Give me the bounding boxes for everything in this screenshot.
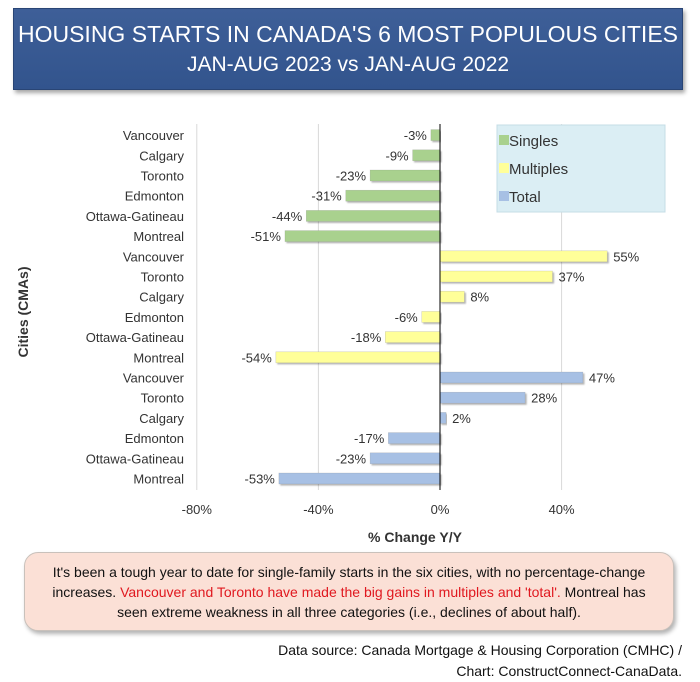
category-label: Toronto [141,169,184,184]
bar [385,331,441,343]
category-label: Edmonton [125,431,184,446]
data-label: -6% [395,310,419,325]
category-label: Montreal [133,472,184,487]
data-label: 2% [452,411,471,426]
category-label: Montreal [133,350,184,365]
bar [388,432,441,444]
x-tick-label: 0% [431,502,450,517]
bar [439,391,526,404]
data-label: -53% [245,472,276,487]
bar [439,250,608,263]
commentary-text-end: Montreal has seen extreme weakness in al… [117,584,646,620]
data-label: -9% [386,148,410,163]
bar [421,311,441,323]
category-label: Vancouver [123,249,185,264]
category-label: Calgary [139,411,184,426]
data-label: 55% [613,249,639,264]
data-label: -31% [311,189,342,204]
x-axis-title: % Change Y/Y [368,529,463,545]
bar [345,189,441,202]
chart-header: HOUSING STARTS IN CANADA'S 6 MOST POPULO… [13,8,683,90]
data-label: -23% [336,451,367,466]
bar [369,452,441,465]
data-label: -17% [354,431,385,446]
legend-swatch [499,191,509,201]
legend-label: Multiples [509,161,568,178]
legend-box [496,124,666,213]
x-tick-label: -40% [303,502,334,517]
bar [439,270,553,283]
commentary-text: It's been a tough year to date for singl… [52,564,646,600]
data-label: 8% [470,290,489,305]
data-label: -23% [336,169,367,184]
category-label: Toronto [141,391,184,406]
category-label: Calgary [139,148,184,163]
commentary-highlight: Vancouver and Toronto have made the big … [120,584,561,600]
category-label: Edmonton [125,189,184,204]
commentary-box: It's been a tough year to date for singl… [24,552,674,631]
data-label: 37% [558,270,584,285]
data-label: -3% [404,128,428,143]
category-label: Edmonton [125,310,184,325]
bar [439,412,447,424]
category-label: Calgary [139,290,184,305]
chart-title: HOUSING STARTS IN CANADA'S 6 MOST POPULO… [17,21,678,47]
bar [275,351,441,364]
data-source: Data source: Canada Mortgage & Housing C… [278,640,682,682]
bar [412,149,441,162]
chart-subtitle: JAN-AUG 2023 vs JAN-AUG 2022 [186,53,510,76]
data-label: -44% [272,209,303,224]
category-label: Ottawa-Gatineau [86,330,184,345]
data-label: 47% [589,371,615,386]
legend-label: Total [509,189,541,206]
bar [278,472,441,485]
category-label: Montreal [133,229,184,244]
bar [439,371,584,384]
x-tick-label: 40% [549,502,575,517]
category-label: Ottawa-Gatineau [86,451,184,466]
legend-swatch [499,163,509,173]
data-label: -18% [351,330,382,345]
category-label: Toronto [141,270,184,285]
category-label: Vancouver [123,371,185,386]
bar [369,169,441,182]
source-line-1: Data source: Canada Mortgage & Housing C… [278,642,682,658]
data-label: -51% [251,229,282,244]
source-line-2: Chart: ConstructConnect-CanaData. [456,663,682,679]
data-label: 28% [531,391,557,406]
bar [305,210,441,222]
bar [430,129,441,141]
bar-chart: -80% -40% 0% 40% Vancouver -3% Calgary -9% Toron… [15,124,666,545]
bar [284,230,441,242]
x-tick-label: -80% [182,502,213,517]
category-label: Vancouver [123,128,185,143]
data-label: -54% [241,350,272,365]
y-axis-title: Cities (CMAs) [15,266,31,357]
legend-label: Singles [509,133,558,150]
category-label: Ottawa-Gatineau [86,209,184,224]
bar [439,290,465,303]
legend-swatch [499,135,509,145]
